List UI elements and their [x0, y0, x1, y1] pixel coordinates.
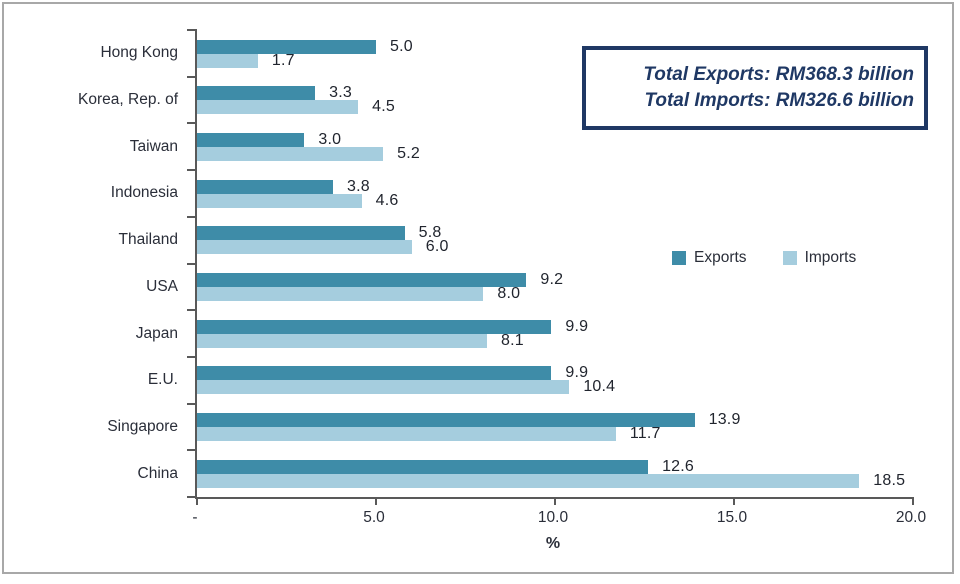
exports-bar-japan — [197, 319, 552, 334]
y-axis-tick — [187, 75, 197, 78]
y-axis-tick — [187, 122, 197, 125]
exports-value-taiwan: 3.0 — [318, 130, 342, 148]
imports-value-e-u: 10.4 — [583, 378, 616, 396]
exports-value-e-u: 9.9 — [565, 364, 589, 382]
y-axis-tick — [187, 215, 197, 218]
category-label-indonesia: Indonesia — [110, 184, 178, 202]
imports-bar-taiwan — [197, 146, 384, 161]
imports-value-usa: 8.0 — [497, 285, 521, 302]
exports-bar-hong-kong — [197, 39, 376, 54]
exports-value-thailand: 5.8 — [418, 224, 442, 242]
category-label-taiwan: Taiwan — [129, 137, 178, 155]
imports-value-japan: 8.1 — [500, 331, 524, 349]
exports-bar-thailand — [197, 226, 405, 241]
chart-border-frame: Hong Kong Korea, Rep. of Taiwan Indonesia Th… — [2, 2, 954, 574]
y-axis-tick — [187, 402, 197, 405]
imports-bar-e-u — [197, 380, 570, 395]
total-imports-text: Total Imports: RM326.6 billion — [644, 90, 914, 111]
imports-bar-indonesia — [197, 193, 362, 208]
legend-item-exports: Exports — [672, 249, 747, 267]
x-axis-tick — [733, 497, 735, 505]
exports-swatch-icon — [672, 251, 686, 265]
imports-bar-hong-kong — [197, 53, 258, 68]
imports-value-korea-rep-of: 4.5 — [372, 98, 395, 116]
exports-bar-korea-rep-of — [197, 86, 316, 101]
exports-value-japan: 9.9 — [565, 317, 589, 335]
x-axis-tick-label-20-0: 20.0 — [895, 509, 927, 526]
x-axis-tick — [912, 497, 914, 505]
y-axis-tick — [187, 496, 197, 498]
category-label-usa: USA — [146, 277, 178, 295]
exports-bar-taiwan — [197, 132, 305, 147]
x-axis-tick — [196, 497, 198, 505]
exports-value-usa: 9.2 — [540, 271, 564, 288]
plot-area: 5.0 1.7 3.3 4.5 3.0 5.2 3.8 4.6 5.8 6.0 9.2 8.0 9.9 8… — [187, 29, 914, 505]
legend: Exports Imports — [672, 249, 856, 267]
imports-value-indonesia: 4.6 — [375, 191, 399, 209]
totals-box: Total Exports: RM368.3 billion Total Imp… — [582, 46, 928, 130]
imports-value-china: 18.5 — [873, 471, 906, 489]
x-axis-tick-label-5-0: 5.0 — [363, 509, 385, 526]
exports-bar-indonesia — [197, 179, 334, 194]
y-axis-tick — [187, 449, 197, 452]
category-label-singapore: Singapore — [107, 417, 178, 435]
category-label-e-u: E.U. — [147, 371, 178, 389]
imports-bar-china — [197, 473, 860, 488]
imports-value-singapore: 11.7 — [629, 425, 661, 443]
exports-value-china: 12.6 — [662, 457, 695, 475]
imports-value-hong-kong: 1.7 — [271, 51, 295, 69]
y-axis-tick — [187, 309, 197, 312]
x-axis-tick-label-10-0: 10.0 — [537, 509, 569, 526]
category-label-hong-kong: Hong Kong — [100, 44, 178, 62]
total-exports-text: Total Exports: RM368.3 billion — [643, 64, 914, 85]
imports-bar-japan — [197, 333, 487, 348]
x-axis-tick-label-15-0: 15.0 — [716, 509, 748, 526]
legend-item-imports: Imports — [782, 249, 857, 267]
exports-value-indonesia: 3.8 — [347, 177, 370, 195]
category-label-korea-rep-of: Korea, Rep. of — [78, 91, 178, 109]
imports-bar-singapore — [197, 427, 616, 442]
imports-value-taiwan: 5.2 — [397, 144, 420, 162]
category-axis: Hong Kong Korea, Rep. of Taiwan Indonesia Th… — [4, 30, 178, 497]
x-axis-tick — [375, 497, 377, 505]
imports-bar-usa — [197, 287, 484, 301]
category-label-thailand: Thailand — [118, 231, 178, 249]
imports-swatch-icon — [782, 251, 797, 265]
y-axis-tick — [187, 169, 197, 172]
exports-bar-e-u — [197, 366, 552, 381]
y-axis-tick — [187, 355, 197, 358]
imports-bar-korea-rep-of — [197, 100, 359, 115]
x-axis-tick-labels: - 5.0 10.0 15.0 20.0 — [192, 509, 926, 531]
exports-value-singapore: 13.9 — [708, 411, 741, 429]
exports-bar-singapore — [197, 413, 695, 428]
imports-bar-thailand — [197, 240, 412, 255]
y-axis-tick — [187, 29, 197, 31]
y-axis-tick — [187, 262, 197, 265]
x-axis-title: % — [545, 535, 561, 552]
x-axis-tick — [554, 497, 556, 505]
legend-label-imports: Imports — [804, 249, 857, 266]
category-label-china: China — [137, 464, 179, 482]
imports-value-thailand: 6.0 — [425, 238, 449, 256]
category-label-japan: Japan — [135, 324, 178, 342]
exports-value-hong-kong: 5.0 — [390, 37, 413, 55]
exports-value-korea-rep-of: 3.3 — [329, 84, 352, 102]
legend-label-exports: Exports — [694, 249, 747, 266]
exports-bar-usa — [197, 273, 527, 287]
exports-bar-china — [197, 459, 649, 474]
x-axis-tick-label--: - — [192, 509, 198, 526]
